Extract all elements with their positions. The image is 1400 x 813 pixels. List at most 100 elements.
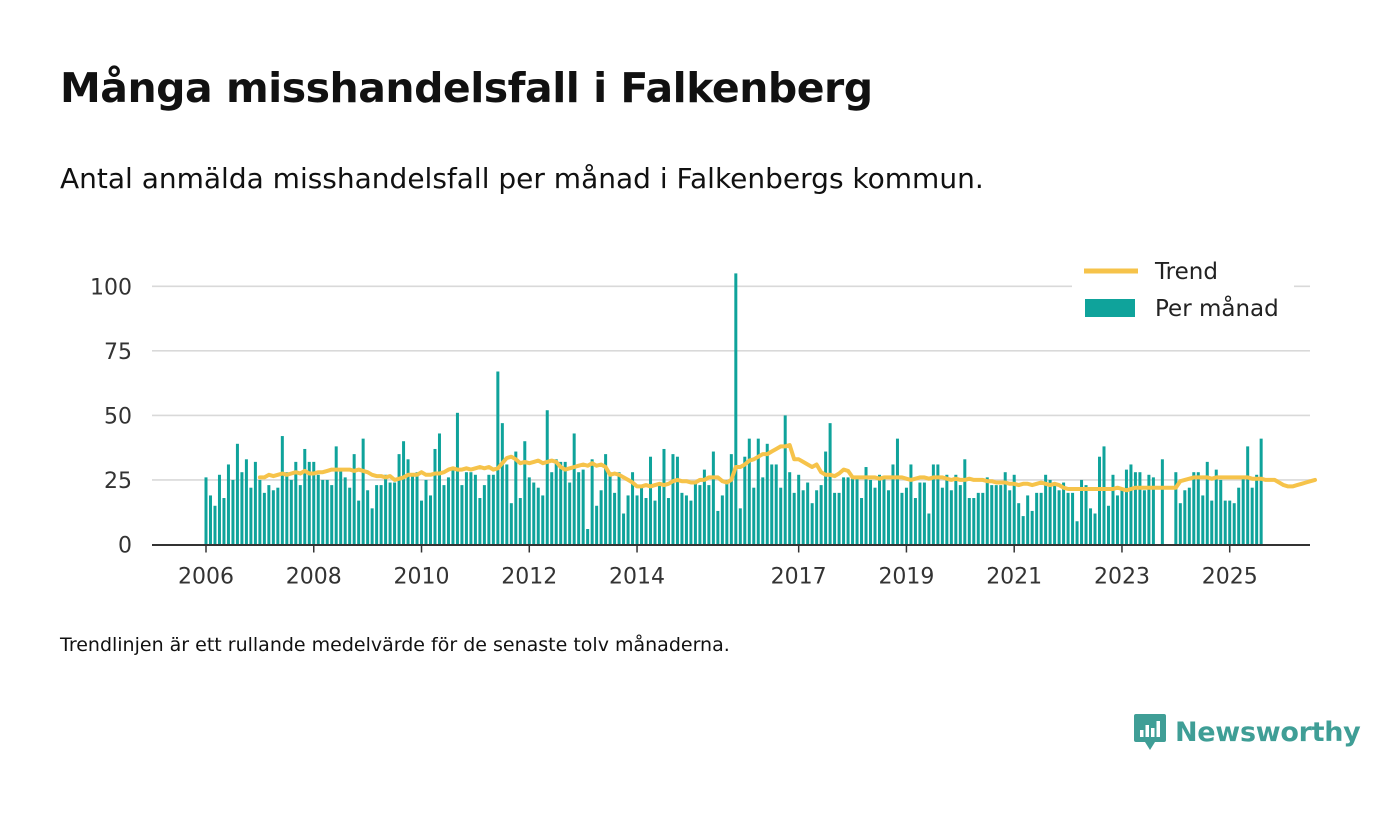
bar (1089, 508, 1093, 545)
bar (244, 459, 248, 545)
bar (1246, 446, 1250, 545)
bar (985, 477, 989, 545)
bar (581, 469, 585, 545)
bar (541, 495, 545, 545)
bar (1142, 490, 1146, 545)
bar (788, 472, 792, 545)
bar (1071, 492, 1075, 545)
bar (505, 464, 509, 545)
y-tick-label: 100 (90, 275, 132, 300)
bar (963, 459, 967, 545)
x-tick-label: 2014 (609, 565, 665, 590)
bar (402, 441, 406, 545)
bar (680, 492, 684, 545)
bar (869, 479, 873, 545)
bar (204, 477, 208, 545)
bar (958, 485, 962, 545)
bar (913, 498, 917, 545)
bar (720, 495, 724, 545)
bar (833, 492, 837, 545)
x-tick-label: 2006 (178, 565, 234, 590)
y-tick-label: 25 (104, 469, 132, 494)
brand-name: Newsworthy (1175, 716, 1361, 748)
bar (976, 492, 980, 545)
legend: Trend Per månad (1072, 252, 1294, 332)
bar (1003, 472, 1007, 545)
bar (936, 464, 940, 545)
bar (689, 500, 693, 545)
bar (864, 467, 868, 545)
bar (940, 487, 944, 545)
bar (824, 451, 828, 545)
bar (1133, 472, 1137, 545)
bar (1187, 487, 1191, 545)
bar (707, 485, 711, 545)
bar (671, 454, 675, 545)
bar (271, 490, 275, 545)
bar (478, 498, 482, 545)
bar (981, 492, 985, 545)
bar (1192, 472, 1196, 545)
x-tick-label: 2023 (1094, 565, 1150, 590)
bar (626, 495, 630, 545)
bar (437, 433, 441, 545)
bar (904, 487, 908, 545)
bar (711, 451, 715, 545)
bar (761, 477, 765, 545)
bar (1228, 500, 1232, 545)
x-tick-label: 2012 (501, 565, 557, 590)
bar (397, 454, 401, 545)
legend-background (1072, 252, 1294, 332)
bar (276, 487, 280, 545)
bar (253, 461, 257, 545)
bar (1183, 490, 1187, 545)
bar (235, 443, 239, 545)
bar (967, 498, 971, 545)
bar (604, 454, 608, 545)
bar (429, 495, 432, 545)
bar (586, 529, 590, 545)
bar (855, 477, 859, 545)
bar (572, 433, 576, 545)
bar (343, 477, 347, 545)
bar (1093, 513, 1097, 545)
bar (487, 474, 491, 545)
bar (954, 474, 958, 545)
bar (1237, 487, 1241, 545)
bar (1102, 446, 1106, 545)
bar (774, 464, 778, 545)
bar (684, 495, 688, 545)
bar (815, 490, 819, 545)
bar (1255, 474, 1259, 545)
bar (231, 479, 235, 545)
bar (379, 485, 383, 545)
bar (837, 492, 841, 545)
bar (473, 474, 477, 545)
bar (702, 469, 706, 545)
bar (635, 495, 639, 545)
bar (424, 479, 428, 545)
bar (1053, 485, 1057, 545)
legend-bar-swatch (1085, 299, 1135, 317)
bar (895, 438, 899, 545)
newsworthy-logo[interactable]: Newsworthy (1133, 712, 1361, 752)
bar (330, 485, 334, 545)
bar (307, 461, 311, 545)
bar (828, 423, 832, 545)
bar (1129, 464, 1133, 545)
bar (442, 485, 446, 545)
bar (716, 510, 720, 545)
bar (339, 469, 343, 545)
bar (779, 487, 783, 545)
bar (388, 482, 392, 545)
bar (927, 513, 931, 545)
bar (1039, 492, 1043, 545)
bar (550, 472, 554, 545)
chart-title: Många misshandelsfall i Falkenberg (60, 64, 873, 112)
bar (366, 490, 370, 545)
bar (738, 508, 742, 545)
bar (792, 492, 796, 545)
bar (810, 503, 814, 545)
bar (1210, 500, 1214, 545)
